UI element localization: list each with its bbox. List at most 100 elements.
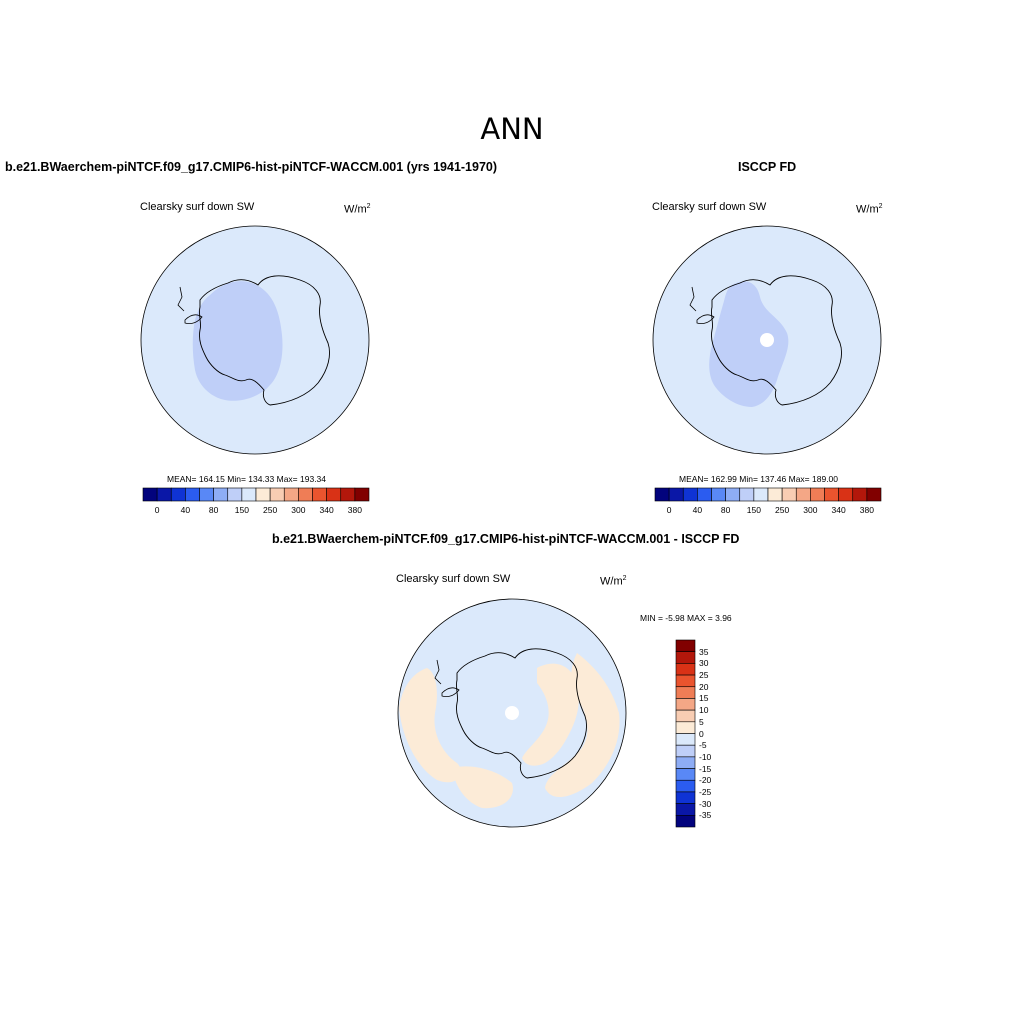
model-colorbar-box [213, 487, 229, 502]
obs-colorbar-tick-label: 380 [859, 505, 874, 515]
model-variable-label: Clearsky surf down SW [140, 201, 255, 213]
diff-colorbar-box [675, 779, 696, 793]
diff-peninsula-tip [434, 659, 442, 685]
diff-colorbar-tick-label: -5 [699, 740, 707, 751]
diff-positive-region-land [522, 663, 579, 766]
obs-colorbar-box [668, 487, 684, 502]
model-low-value-region [192, 281, 283, 401]
diff-panel-title: b.e21.BWaerchem-piNTCF.f09_g17.CMIP6-his… [272, 532, 740, 546]
diff-colorbar-tick-label: -25 [699, 786, 712, 797]
diff-colorbar-tick-label: 15 [699, 693, 709, 704]
model-peninsula-coastline [184, 314, 203, 325]
model-antarctica-coastline [198, 275, 330, 406]
model-colorbar-box [354, 487, 370, 502]
diff-colorbar-tick-label: 5 [699, 716, 704, 727]
obs-colorbar-box [682, 487, 698, 502]
model-colorbar-box [227, 487, 243, 502]
model-colorbar-tick-label: 150 [234, 505, 249, 515]
model-stats: MEAN= 164.15 Min= 134.33 Max= 193.34 [167, 474, 327, 484]
obs-colorbar-tick-label: 300 [803, 505, 818, 515]
model-colorbar-box [269, 487, 285, 502]
obs-units-label: W/m2 [856, 203, 883, 216]
obs-low-value-region [709, 281, 789, 407]
diff-colorbar-tick-label: -20 [699, 775, 712, 786]
diff-colorbar-box [675, 686, 696, 699]
obs-panel-title: ISCCP FD [738, 160, 797, 174]
diff-colorbar-box [675, 744, 696, 758]
model-colorbar-box [255, 487, 271, 502]
diff-positive-region-south [452, 766, 513, 809]
obs-colorbar-box [739, 487, 755, 502]
diff-colorbar-tick-label: 35 [699, 646, 709, 657]
diff-colorbar-tick-label: -15 [699, 763, 712, 774]
diff-map [397, 598, 627, 828]
diff-colorbar-box [675, 768, 696, 781]
diff-units-label: W/m2 [600, 575, 627, 588]
obs-map [652, 225, 882, 455]
diff-colorbar-box [675, 663, 696, 676]
obs-colorbar-box [654, 487, 670, 502]
obs-colorbar-tick-label: 0 [666, 505, 672, 515]
model-colorbar-tick-label: 300 [291, 505, 306, 515]
model-colorbar-box [142, 487, 158, 502]
diff-colorbar-tick-label: -35 [699, 810, 712, 821]
diff-peninsula-coastline [441, 687, 460, 698]
obs-missing-pole [760, 333, 774, 347]
model-colorbar-tick-label: 340 [319, 505, 334, 515]
model-colorbar-box [340, 487, 356, 502]
obs-colorbar-ticks: 0 40 80 150 250 300 340 380 [655, 505, 881, 517]
model-colorbar-box [156, 487, 172, 502]
model-colorbar-box [241, 487, 257, 502]
obs-colorbar [654, 487, 882, 502]
model-colorbar-tick-label: 380 [347, 505, 362, 515]
diff-colorbar-box [675, 651, 696, 664]
diff-positive-region-west [399, 668, 461, 783]
obs-stats: MEAN= 162.99 Min= 137.46 Max= 189.00 [679, 474, 839, 484]
model-peninsula-tip [177, 286, 185, 312]
diff-colorbar-tick-label: 0 [699, 728, 704, 739]
obs-colorbar-tick-label: 80 [720, 505, 731, 515]
model-colorbar-box [199, 487, 214, 502]
diff-colorbar-box [675, 815, 696, 828]
obs-colorbar-tick-label: 340 [831, 505, 846, 515]
obs-colorbar-box [866, 487, 882, 502]
model-map [140, 225, 370, 455]
obs-colorbar-box [852, 487, 868, 502]
diff-colorbar-box [675, 733, 696, 746]
model-colorbar-tick-label: 250 [263, 505, 278, 515]
diff-colorbar-ticks: 35 30 25 20 15 10 5 0 -5 -10 -15 -20 -25 -30 -35 [699, 640, 739, 827]
model-colorbar-box [298, 487, 313, 502]
model-colorbar-tick-label: 0 [154, 505, 160, 515]
model-colorbar-box [185, 487, 200, 502]
model-panel-title: b.e21.BWaerchem-piNTCF.f09_g17.CMIP6-his… [5, 160, 498, 174]
obs-colorbar-box [838, 487, 854, 502]
diff-colorbar-tick-label: 25 [699, 670, 709, 681]
diff-colorbar-tick-label: 30 [699, 658, 709, 669]
obs-variable-label: Clearsky surf down SW [652, 201, 767, 213]
diff-colorbar-box [675, 721, 696, 734]
diff-colorbar-tick-label: -30 [699, 798, 712, 809]
obs-colorbar-tick-label: 250 [775, 505, 790, 515]
model-colorbar-box [326, 487, 342, 502]
diff-colorbar-box [675, 674, 696, 688]
diff-colorbar-box [675, 803, 696, 816]
diff-colorbar-box [675, 709, 696, 723]
obs-peninsula-tip [689, 286, 697, 312]
model-colorbar-ticks: 0 40 80 150 250 300 340 380 [143, 505, 369, 517]
model-colorbar-tick-label: 80 [208, 505, 219, 515]
obs-colorbar-box [795, 487, 811, 502]
diff-colorbar [675, 639, 696, 828]
obs-colorbar-tick-label: 40 [692, 505, 703, 515]
obs-colorbar-box [725, 487, 741, 502]
obs-colorbar-box [711, 487, 726, 502]
diff-colorbar-tick-label: 10 [699, 705, 709, 716]
model-colorbar-box [283, 487, 299, 502]
model-colorbar-box [170, 487, 186, 502]
model-colorbar-tick-label: 40 [180, 505, 191, 515]
diff-antarctica-coastline [455, 648, 587, 779]
diff-colorbar-box [675, 756, 696, 769]
obs-colorbar-tick-label: 150 [746, 505, 761, 515]
model-colorbar-box [312, 487, 327, 502]
diff-variable-label: Clearsky surf down SW [396, 573, 511, 585]
obs-colorbar-box [697, 487, 712, 502]
